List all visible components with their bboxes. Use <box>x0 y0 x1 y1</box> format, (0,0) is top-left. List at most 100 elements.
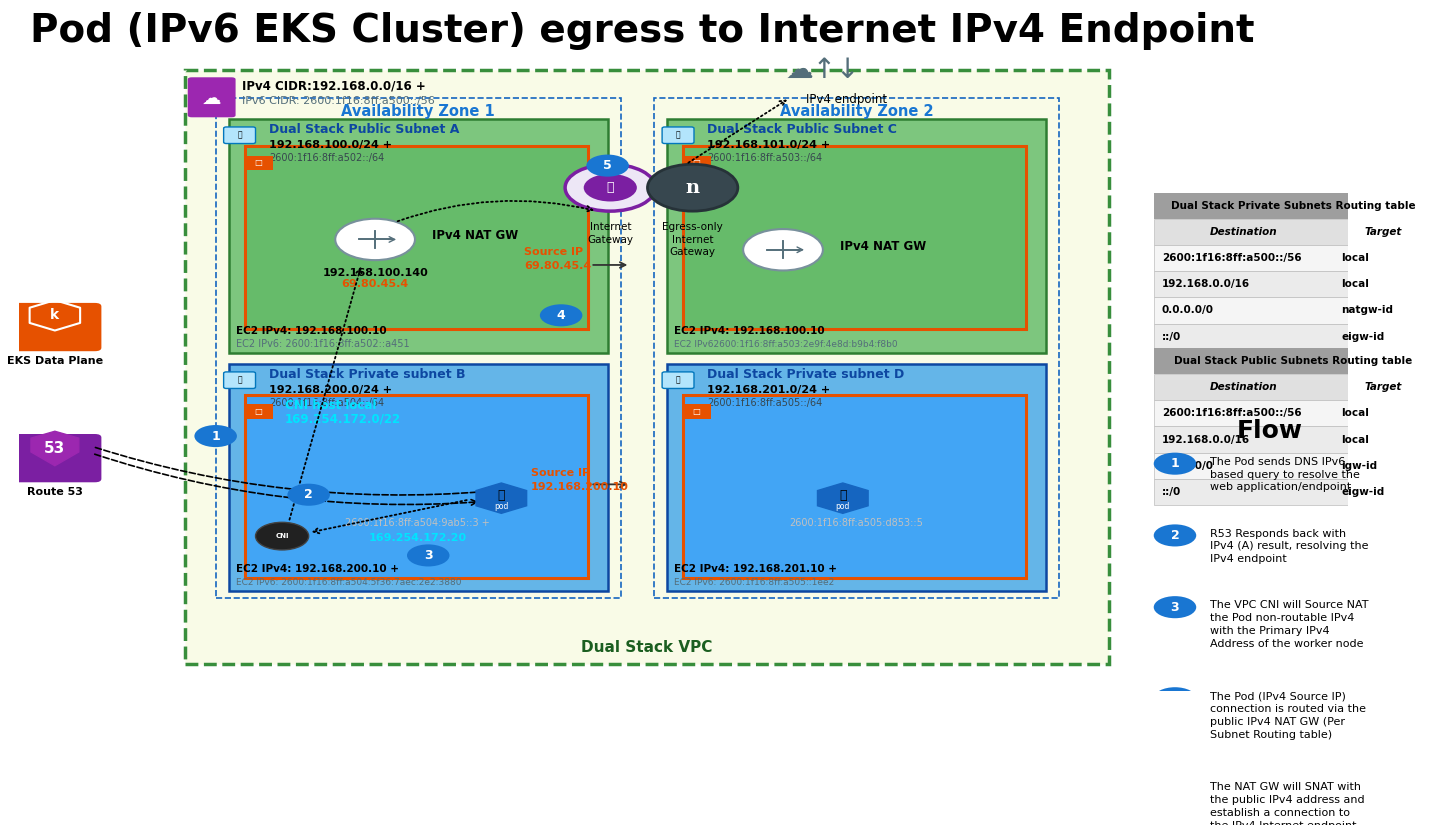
Text: EKS Data Plane: EKS Data Plane <box>7 356 103 365</box>
Text: 2600:1f16:8ff:a502::/64: 2600:1f16:8ff:a502::/64 <box>269 153 384 163</box>
Text: 2: 2 <box>304 488 313 502</box>
Text: Pod (IPv6 EKS Cluster) egress to Internet IPv4 Endpoint: Pod (IPv6 EKS Cluster) egress to Interne… <box>29 12 1254 50</box>
Text: Source IP: Source IP <box>531 468 589 478</box>
Text: IPv6 CIDR: 2600:1f16:8ff:a500::/56: IPv6 CIDR: 2600:1f16:8ff:a500::/56 <box>242 97 435 106</box>
FancyBboxPatch shape <box>684 404 711 419</box>
Text: 🔒: 🔒 <box>237 375 242 384</box>
FancyBboxPatch shape <box>1154 323 1433 350</box>
Text: 4: 4 <box>557 309 566 322</box>
Text: 53: 53 <box>44 441 65 456</box>
Text: 0.0.0.0/0: 0.0.0.0/0 <box>1161 460 1213 471</box>
Text: Source IP: Source IP <box>524 248 583 257</box>
Text: 1: 1 <box>1171 457 1180 470</box>
Circle shape <box>195 425 237 447</box>
Text: EC2 IPv4: 192.168.100.10: EC2 IPv4: 192.168.100.10 <box>236 326 386 337</box>
Circle shape <box>407 544 450 567</box>
Text: 169.254.172.20: 169.254.172.20 <box>368 533 467 543</box>
FancyBboxPatch shape <box>662 372 694 389</box>
Text: 1: 1 <box>211 430 220 442</box>
FancyBboxPatch shape <box>228 364 608 592</box>
FancyBboxPatch shape <box>224 372 256 389</box>
FancyBboxPatch shape <box>684 146 1026 329</box>
Text: 192.168.0.0/16: 192.168.0.0/16 <box>1161 280 1250 290</box>
Text: 2600:1f16:8ff:a504::/64: 2600:1f16:8ff:a504::/64 <box>269 398 384 408</box>
FancyBboxPatch shape <box>1154 374 1433 400</box>
Text: eigw-id: eigw-id <box>1342 487 1384 497</box>
Circle shape <box>1154 596 1196 618</box>
FancyBboxPatch shape <box>1154 400 1433 427</box>
FancyBboxPatch shape <box>9 434 102 483</box>
Text: 192.168.201.0/24 +: 192.168.201.0/24 + <box>707 384 831 395</box>
Text: 169.254.172.0/22: 169.254.172.0/22 <box>285 412 402 426</box>
Text: local: local <box>1342 280 1369 290</box>
FancyBboxPatch shape <box>244 146 588 329</box>
FancyBboxPatch shape <box>1154 348 1433 374</box>
Text: IPv4 CIDR:192.168.0.0/16 +: IPv4 CIDR:192.168.0.0/16 + <box>242 80 426 92</box>
Circle shape <box>583 174 637 201</box>
Circle shape <box>1154 687 1196 710</box>
FancyBboxPatch shape <box>1154 297 1433 323</box>
Text: 5: 5 <box>1171 783 1180 796</box>
FancyBboxPatch shape <box>224 127 256 144</box>
Circle shape <box>540 304 582 327</box>
Text: Dual Stack Public Subnet A: Dual Stack Public Subnet A <box>269 123 460 136</box>
Text: CNI: CNI <box>275 533 290 539</box>
Text: 192.168.0.0/16: 192.168.0.0/16 <box>1161 435 1250 445</box>
Text: local: local <box>1342 253 1369 263</box>
FancyBboxPatch shape <box>1154 245 1433 271</box>
Text: 192.168.100.140: 192.168.100.140 <box>322 267 428 277</box>
Text: 3: 3 <box>423 549 432 562</box>
Text: natgw-id: natgw-id <box>1342 305 1392 315</box>
Text: 2600:1f16:8ff:a505::/64: 2600:1f16:8ff:a505::/64 <box>707 398 822 408</box>
Text: IPv4 NAT GW: IPv4 NAT GW <box>432 229 518 243</box>
Text: 5: 5 <box>604 159 613 172</box>
Text: EC2 IPv4: 192.168.200.10 +: EC2 IPv4: 192.168.200.10 + <box>236 564 399 574</box>
Text: ☁: ☁ <box>202 88 221 107</box>
Text: ☁↑↓: ☁↑↓ <box>786 56 860 84</box>
Text: 🔒: 🔒 <box>237 130 242 139</box>
Text: 🔒: 🔒 <box>675 130 681 139</box>
FancyBboxPatch shape <box>1154 192 1433 219</box>
FancyBboxPatch shape <box>1154 478 1433 505</box>
Text: □: □ <box>255 158 262 167</box>
Text: Dual Stack Private subnet D: Dual Stack Private subnet D <box>707 368 905 381</box>
Text: Route 53: Route 53 <box>28 487 83 497</box>
FancyBboxPatch shape <box>1154 271 1433 297</box>
Text: 192.168.200.10: 192.168.200.10 <box>531 482 629 492</box>
FancyBboxPatch shape <box>1154 453 1433 478</box>
Text: pod: pod <box>495 502 508 511</box>
Text: Availability Zone 2: Availability Zone 2 <box>780 103 934 119</box>
Circle shape <box>1154 778 1196 800</box>
Polygon shape <box>818 483 869 513</box>
Text: EC2 IPv62600:1f16:8ff:a503:2e9f:4e8d:b9b4:f8b0: EC2 IPv62600:1f16:8ff:a503:2e9f:4e8d:b9b… <box>674 340 898 349</box>
FancyBboxPatch shape <box>684 156 711 171</box>
Text: IPv4 NAT GW: IPv4 NAT GW <box>840 240 927 252</box>
Circle shape <box>586 154 629 177</box>
Text: IPv4 endpoint: IPv4 endpoint <box>806 93 888 106</box>
Circle shape <box>1154 525 1196 546</box>
Text: 69.80.45.4: 69.80.45.4 <box>524 261 591 271</box>
FancyBboxPatch shape <box>1154 427 1433 453</box>
Text: Target: Target <box>1365 227 1401 237</box>
Text: 2600:1f16:8ff:a504:9ab5::3 +: 2600:1f16:8ff:a504:9ab5::3 + <box>345 518 490 528</box>
Text: Destination: Destination <box>1209 227 1277 237</box>
FancyBboxPatch shape <box>244 394 588 578</box>
Text: igw-id: igw-id <box>1342 460 1378 471</box>
Text: 2600:1f16:8ff:a500::/56: 2600:1f16:8ff:a500::/56 <box>1161 408 1301 418</box>
Text: ::/0: ::/0 <box>1161 332 1181 342</box>
FancyBboxPatch shape <box>668 364 1046 592</box>
Text: Egress-only
Internet
Gateway: Egress-only Internet Gateway <box>662 222 723 257</box>
FancyBboxPatch shape <box>1154 219 1433 245</box>
Text: The Pod sends DNS IPv6
based query to resolve the
web application/endpoint: The Pod sends DNS IPv6 based query to re… <box>1209 457 1359 493</box>
Text: k: k <box>51 309 60 323</box>
Circle shape <box>647 164 738 211</box>
Circle shape <box>288 483 330 506</box>
Text: Availability Zone 1: Availability Zone 1 <box>342 103 495 119</box>
Text: □: □ <box>693 407 701 416</box>
FancyBboxPatch shape <box>668 119 1046 353</box>
Text: 192.168.100.0/24 +: 192.168.100.0/24 + <box>269 140 391 150</box>
Text: 2600:1f16:8ff:a503::/64: 2600:1f16:8ff:a503::/64 <box>707 153 822 163</box>
Text: R53 Responds back with
IPv4 (A) result, resolving the
IPv4 endpoint: R53 Responds back with IPv4 (A) result, … <box>1209 529 1368 564</box>
FancyBboxPatch shape <box>244 156 272 171</box>
Text: Internet
Gateway: Internet Gateway <box>588 222 633 244</box>
